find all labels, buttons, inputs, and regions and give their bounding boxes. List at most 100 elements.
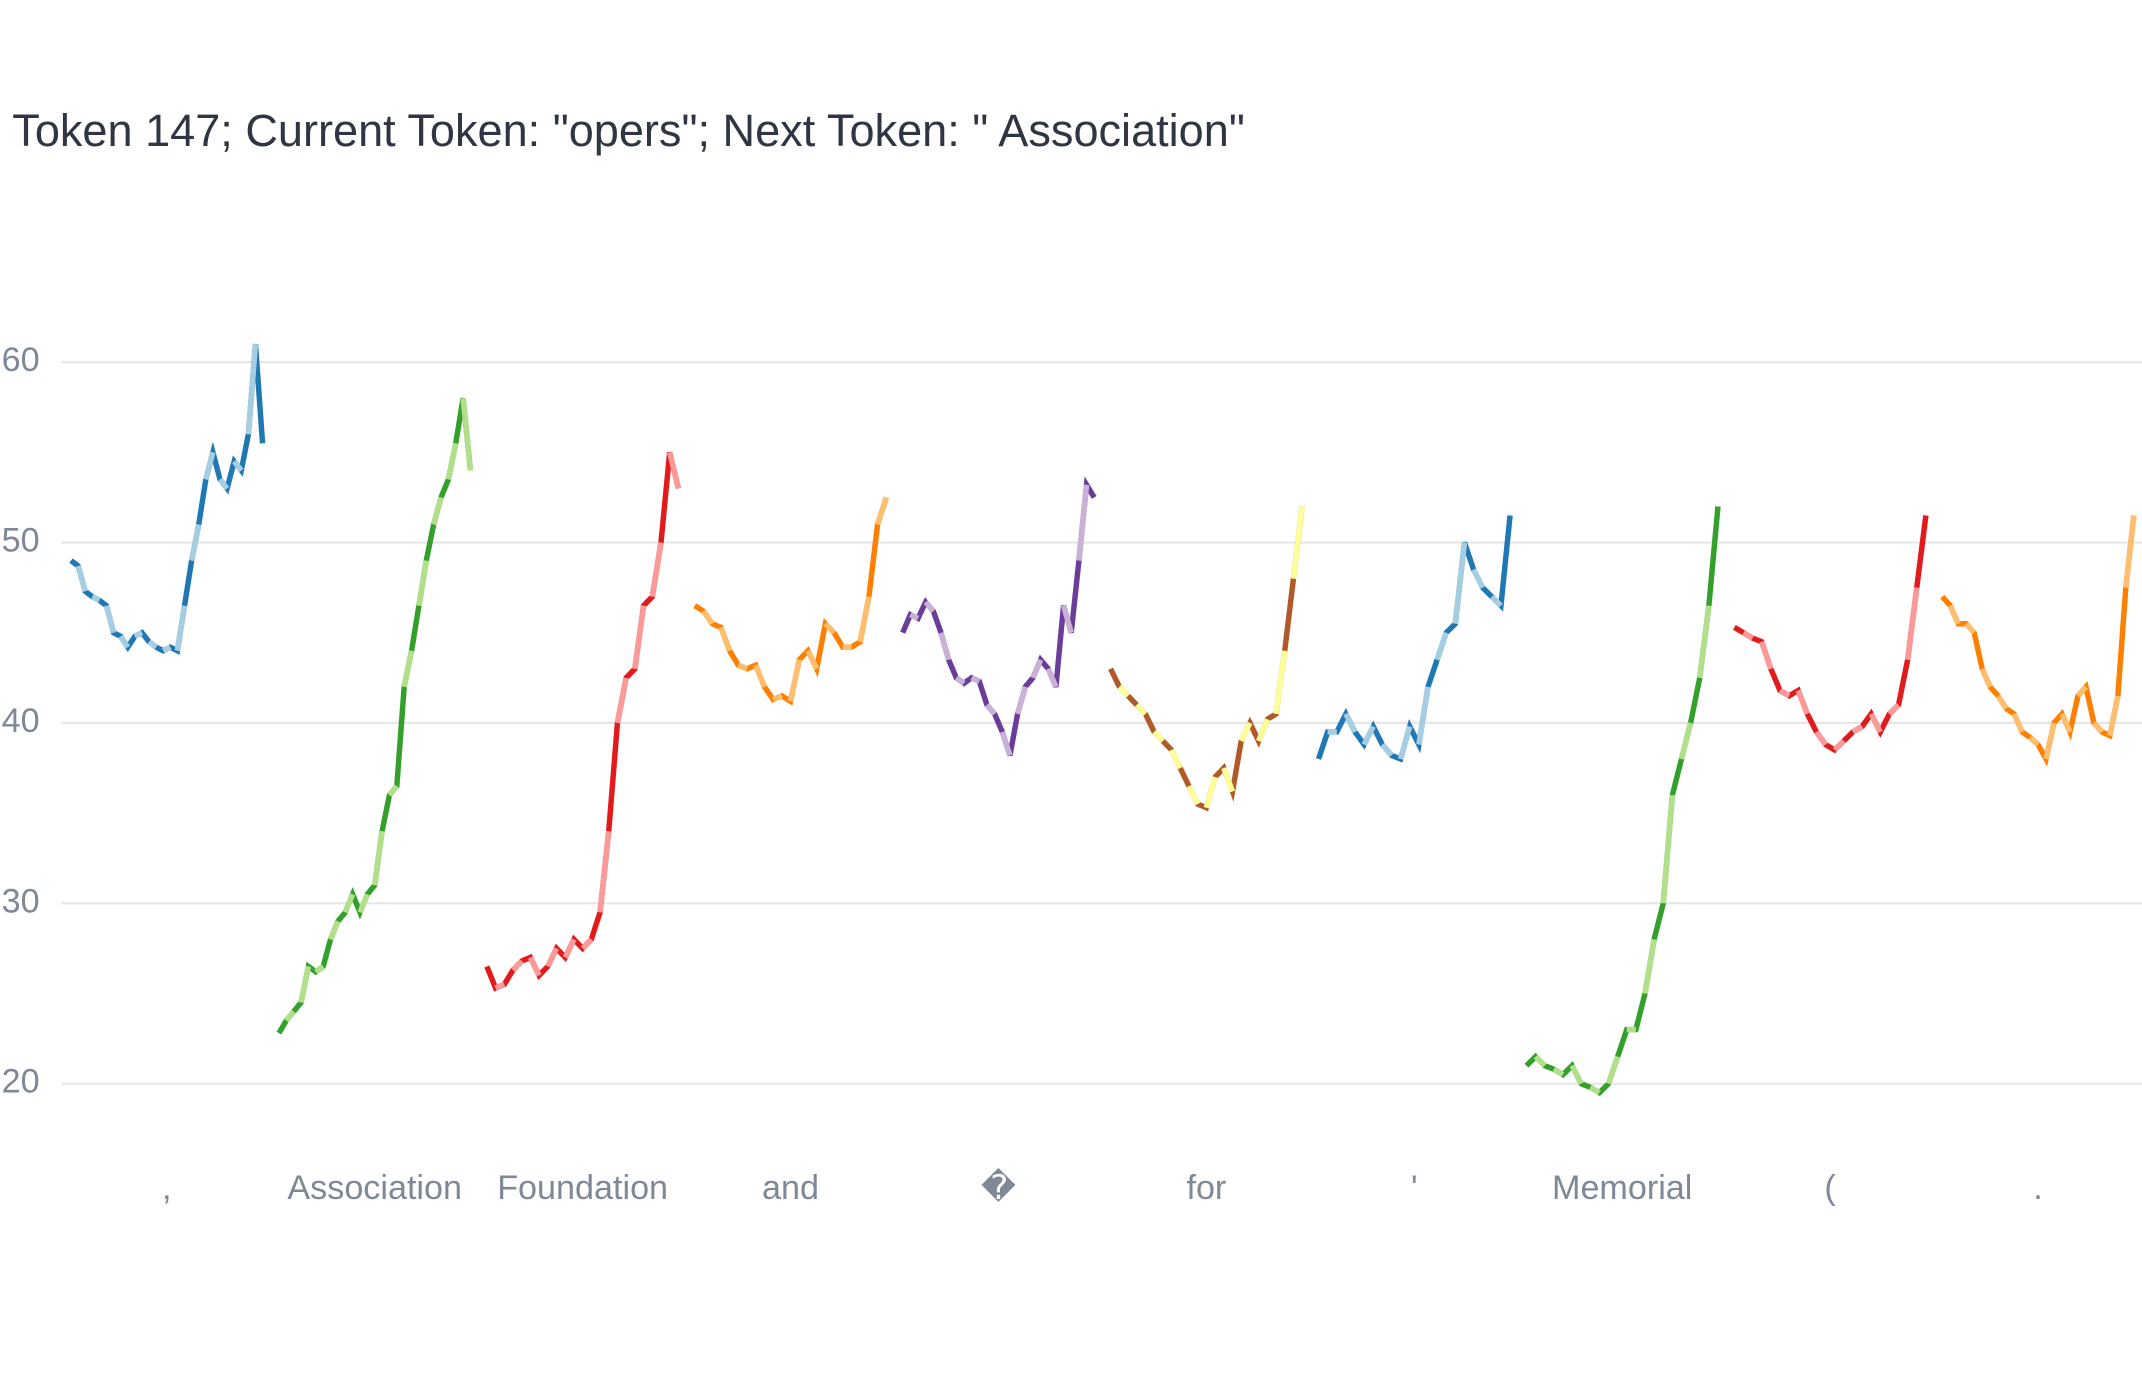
series-light-segment xyxy=(1851,724,1864,735)
series-light-segment xyxy=(1169,748,1183,770)
series-light-segment xyxy=(1778,688,1791,699)
series-light-segment xyxy=(2059,712,2073,734)
series-light-segment xyxy=(562,938,577,959)
series-light-segment xyxy=(2028,735,2040,747)
series-light-segment xyxy=(232,459,244,473)
series-light-segment xyxy=(1152,730,1165,743)
series-light-segment xyxy=(2091,721,2104,734)
series-light-segment xyxy=(217,477,230,491)
series-light-segment xyxy=(1533,1054,1547,1068)
series-light-segment xyxy=(787,659,802,702)
series-line xyxy=(900,476,1097,757)
series-light-segment xyxy=(1832,739,1846,752)
series-light-segment xyxy=(1697,605,1712,679)
series-light-segment xyxy=(1434,631,1449,661)
series-light-segment xyxy=(357,893,370,914)
x-tick-label: ' xyxy=(1411,1169,1418,1207)
series-light-segment xyxy=(1552,1066,1565,1078)
series-line xyxy=(1524,506,1721,1097)
series-light-segment xyxy=(1814,730,1828,747)
series-light-segment xyxy=(298,965,312,1004)
x-tick-label: Foundation xyxy=(497,1169,668,1207)
series-light-segment xyxy=(1290,506,1305,579)
series-light-segment xyxy=(511,959,524,972)
series-light-segment xyxy=(1238,721,1253,743)
series-light-segment xyxy=(667,451,682,490)
series-light-segment xyxy=(1742,630,1754,641)
series-light-segment xyxy=(203,451,216,481)
series-light-segment xyxy=(91,594,101,603)
y-tick-label: 20 xyxy=(2,1063,40,1101)
series-light-segment xyxy=(1060,604,1074,634)
series-light-segment xyxy=(2123,515,2137,588)
series-light-segment xyxy=(118,634,131,649)
x-tick-label: for xyxy=(1186,1169,1226,1207)
series-line xyxy=(276,397,474,1035)
series-light-segment xyxy=(1273,650,1288,715)
series-light-segment xyxy=(174,605,188,652)
series-light-segment xyxy=(909,612,920,621)
series-light-segment xyxy=(401,650,415,688)
series-light-segment xyxy=(372,830,385,886)
x-tick-label: . xyxy=(2033,1169,2042,1207)
series-light-segment xyxy=(387,784,399,797)
series-light-segment xyxy=(1452,542,1468,625)
series-light-segment xyxy=(954,675,966,686)
series-light-segment xyxy=(1361,725,1376,746)
series-line xyxy=(693,496,889,706)
series-light-segment xyxy=(284,1009,296,1023)
series-light-segment xyxy=(494,981,506,991)
series-light-segment xyxy=(984,703,997,716)
series-line xyxy=(1108,506,1305,812)
series-light-segment xyxy=(416,560,429,607)
y-tick-label: 30 xyxy=(2,882,40,920)
series-light-segment xyxy=(1030,658,1044,679)
series-light-segment xyxy=(327,920,341,941)
series-light-segment xyxy=(460,397,474,471)
series-light-segment xyxy=(1117,684,1130,698)
series-light-segment xyxy=(2075,685,2088,698)
series-light-segment xyxy=(632,605,647,670)
series-light-segment xyxy=(162,644,172,654)
series-light-segment xyxy=(1795,689,1810,715)
series-light-segment xyxy=(2011,712,2025,734)
series-light-segment xyxy=(938,631,952,661)
series-light-segment xyxy=(970,675,981,684)
series-light-segment xyxy=(188,523,202,562)
series-light-segment xyxy=(1397,725,1413,760)
series-light-segment xyxy=(1256,718,1270,742)
series-light-segment xyxy=(999,731,1013,757)
series-light-segment xyxy=(772,693,783,703)
series-light-segment xyxy=(1759,640,1774,670)
series-line xyxy=(484,451,682,992)
series-light-segment xyxy=(527,956,542,977)
series-light-segment xyxy=(649,542,664,598)
series-light-segment xyxy=(580,937,594,951)
series-light-segment xyxy=(1134,702,1148,716)
series-light-segment xyxy=(75,565,88,592)
series-light-segment xyxy=(857,596,872,643)
series-light-segment xyxy=(1642,938,1657,994)
series-light-segment xyxy=(614,677,629,724)
series-light-segment xyxy=(1660,794,1676,904)
series-light-segment xyxy=(1221,767,1236,793)
x-tick-label: , xyxy=(162,1169,172,1207)
series-light-segment xyxy=(133,630,144,639)
series-light-segment xyxy=(2043,722,2057,760)
series-light-segment xyxy=(701,609,715,626)
series-light-segment xyxy=(1416,686,1431,745)
series-light-segment xyxy=(1569,1064,1584,1085)
series-light-segment xyxy=(1343,712,1358,734)
series-light-segment xyxy=(314,964,325,975)
series-light-segment xyxy=(1979,667,1993,688)
series-light-segment xyxy=(1964,621,1977,635)
series-light-segment xyxy=(147,639,158,650)
series-light-segment xyxy=(245,343,259,435)
series-light-segment xyxy=(1605,1055,1621,1085)
x-tick-label: Memorial xyxy=(1552,1169,1692,1207)
series-light-segment xyxy=(1489,594,1503,608)
series-light-segment xyxy=(823,621,837,635)
x-tick-label: � xyxy=(981,1167,1016,1207)
x-tick-label: Association xyxy=(287,1169,462,1207)
